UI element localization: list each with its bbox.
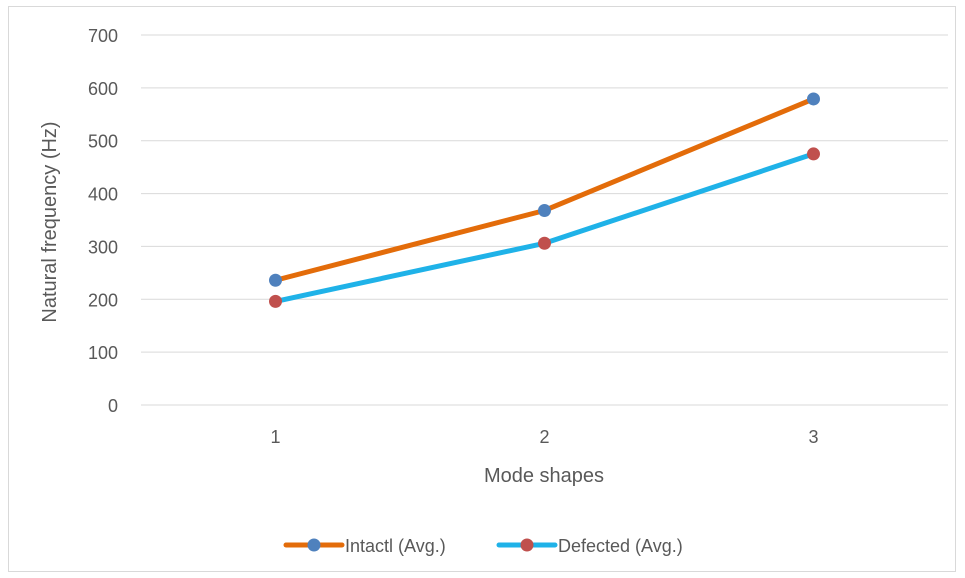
y-axis-label: Natural frequency (Hz) [39, 121, 61, 322]
legend: Intactl (Avg.) Defected (Avg.) [283, 536, 683, 556]
legend-label: Intactl (Avg.) [345, 536, 446, 556]
y-tick-label: 600 [88, 79, 118, 99]
data-point [269, 294, 282, 308]
x-tick-label: 2 [539, 427, 549, 447]
series-line-2 [273, 151, 816, 304]
y-tick-label: 100 [88, 343, 118, 363]
data-point [269, 273, 282, 287]
data-point [807, 147, 820, 161]
y-tick-labels: 0 100 200 300 400 500 600 700 [88, 26, 118, 416]
series-line-1 [273, 96, 816, 283]
data-point [538, 236, 551, 250]
x-axis-label: Mode shapes [484, 465, 604, 487]
legend-label: Defected (Avg.) [558, 536, 683, 556]
data-point [538, 203, 551, 217]
x-tick-labels: 1 2 3 [270, 427, 818, 447]
gridlines [141, 34, 948, 406]
data-point [807, 92, 820, 106]
y-tick-label: 0 [108, 396, 118, 416]
y-tick-label: 300 [88, 237, 118, 257]
y-tick-label: 200 [88, 290, 118, 310]
x-tick-label: 3 [808, 427, 818, 447]
legend-marker [520, 538, 534, 552]
chart-area [8, 6, 956, 572]
y-tick-label: 400 [88, 185, 118, 205]
y-tick-label: 700 [88, 26, 118, 46]
y-tick-label: 500 [88, 132, 118, 152]
legend-marker [307, 538, 321, 552]
x-tick-label: 1 [270, 427, 280, 447]
series-group [269, 92, 820, 308]
